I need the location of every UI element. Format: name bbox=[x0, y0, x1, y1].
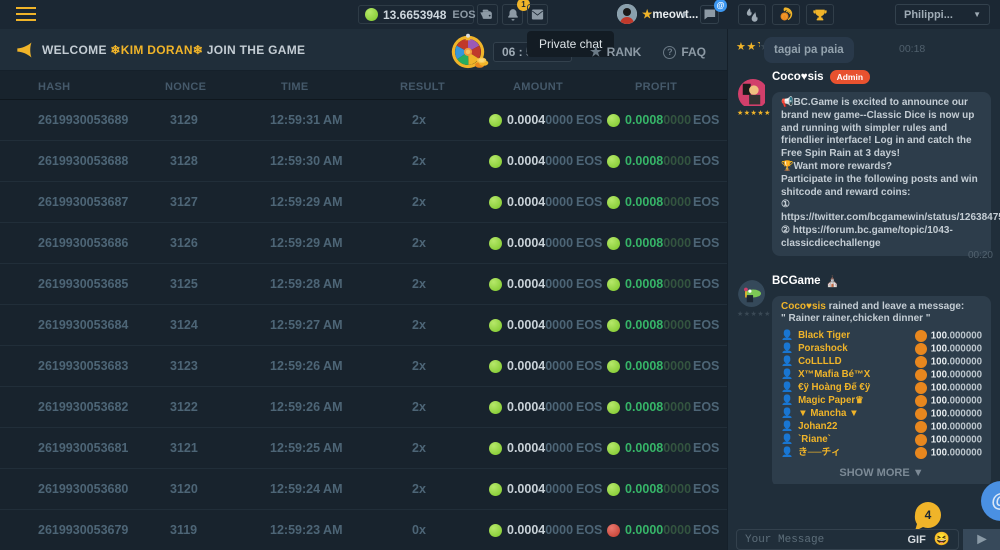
svg-text:฿: ฿ bbox=[783, 15, 786, 20]
svg-text:4: 4 bbox=[925, 508, 932, 522]
